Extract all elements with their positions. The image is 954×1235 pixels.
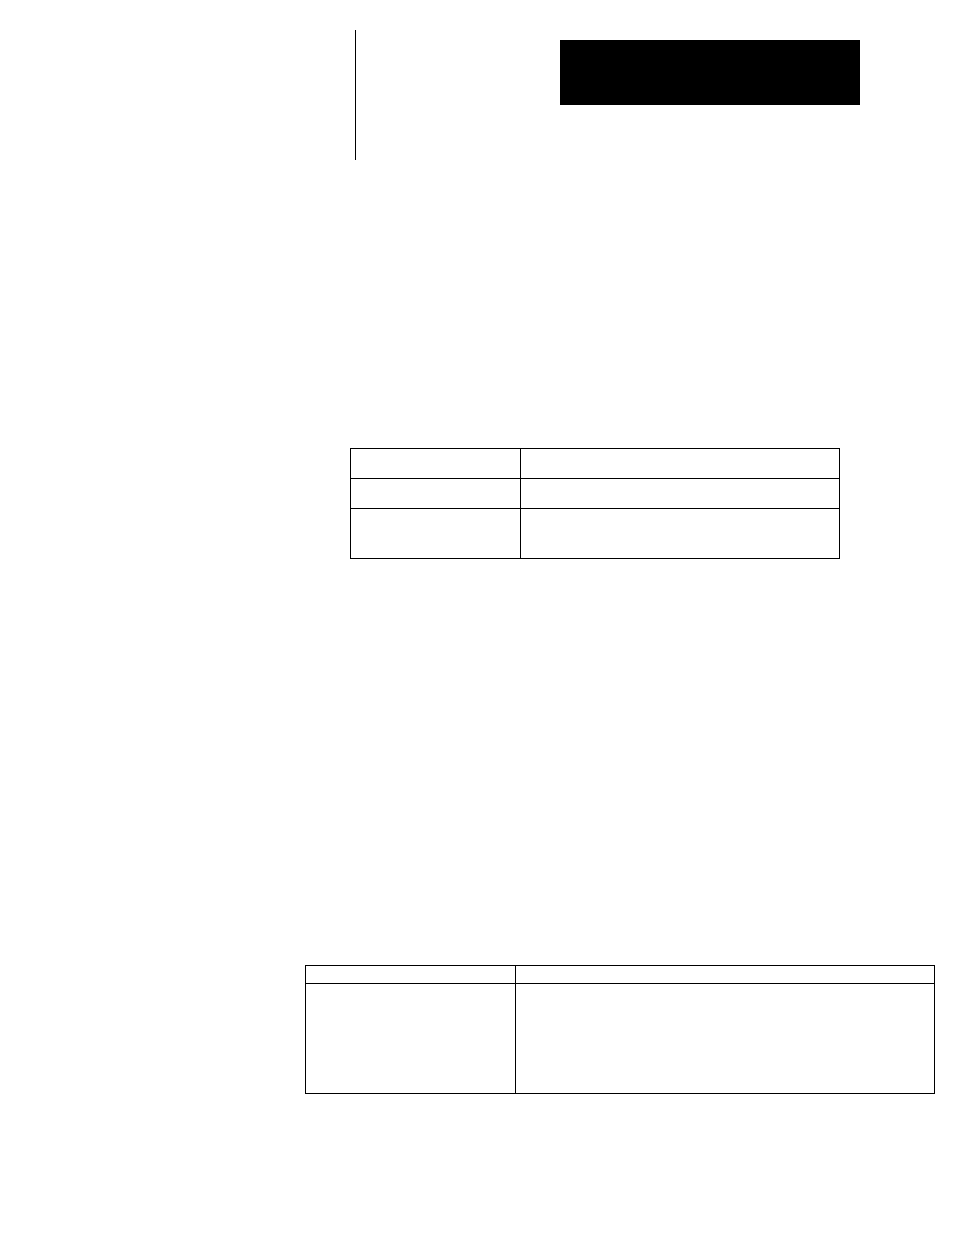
table-cell (351, 509, 521, 559)
vertical-rule (355, 30, 356, 160)
table-cell (521, 449, 840, 479)
table-row (351, 449, 840, 479)
table-row (306, 984, 935, 1094)
table-cell (351, 479, 521, 509)
table-cell (351, 449, 521, 479)
table-1 (350, 448, 840, 559)
table-cell (306, 984, 516, 1094)
table-row (306, 966, 935, 984)
table-cell (521, 509, 840, 559)
table-cell (521, 479, 840, 509)
table-cell (516, 966, 935, 984)
header-black-box (560, 40, 860, 105)
table-cell (306, 966, 516, 984)
table-row (351, 479, 840, 509)
table-row (351, 509, 840, 559)
table-2 (305, 965, 935, 1094)
table-cell (516, 984, 935, 1094)
page (0, 0, 954, 1235)
